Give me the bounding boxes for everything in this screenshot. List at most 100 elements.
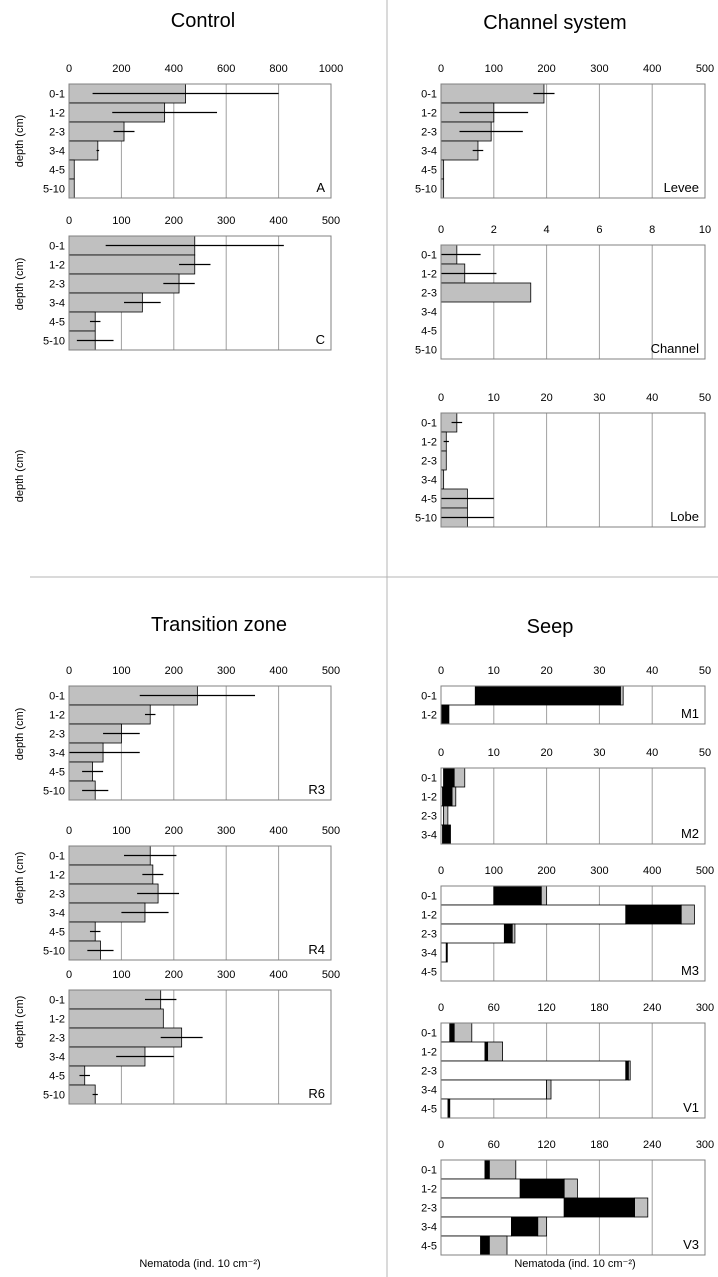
panel-r3: 0 100 200 300 400 500 0-1 1-2 2-3 3-4 4-5 5-10 R3 — [43, 665, 340, 801]
bar-v3-0-black — [484, 1159, 490, 1180]
bar-v1-0-white — [440, 1022, 451, 1043]
x-tick-label-m3-5: 500 — [696, 865, 714, 877]
x-tick-label-v1-1: 60 — [488, 1002, 500, 1014]
x-tick-label-m3-1: 100 — [485, 865, 503, 877]
y-tick-label-v1-1: 1-2 — [421, 1047, 437, 1059]
bar-v1-4-white — [440, 1098, 449, 1119]
bar-channel-2-grey — [440, 282, 532, 303]
x-tick-label-channel-3: 6 — [596, 224, 602, 236]
panel-c: 0 100 200 300 400 500 0-1 1-2 2-3 3-4 4-5 5-10 C — [43, 215, 340, 351]
x-tick-label-r4-0: 0 — [66, 825, 72, 837]
y-tick-label-v1-4: 4-5 — [421, 1104, 437, 1116]
x-tick-label-lobe-0: 0 — [438, 392, 444, 404]
plot-frame-m2 — [440, 767, 706, 845]
x-tick-label-v3-2: 120 — [537, 1139, 555, 1151]
x-tick-label-m2-0: 0 — [438, 747, 444, 759]
x-tick-label-channel-2: 4 — [544, 224, 550, 236]
x-tick-label-m2-3: 30 — [593, 747, 605, 759]
panel-r6: 0 100 200 300 400 500 0-1 1-2 2-3 3-4 4-5 5-10 R6 — [43, 969, 340, 1105]
x-tick-label-m1-1: 10 — [488, 665, 500, 677]
x-tick-label-a-0: 0 — [66, 63, 72, 75]
x-tick-label-lobe-2: 20 — [540, 392, 552, 404]
plot-frame-a — [68, 83, 332, 199]
bar-v3-2-white — [440, 1197, 565, 1218]
bar-r3-1-grey — [68, 704, 151, 725]
bar-v1-3-grey — [546, 1079, 552, 1100]
x-tick-label-v1-4: 240 — [643, 1002, 661, 1014]
bar-v3-1-white — [440, 1178, 521, 1199]
bar-v1-1-grey — [487, 1041, 504, 1062]
bar-v3-2-black — [563, 1197, 636, 1218]
x-tick-label-r3-5: 500 — [322, 665, 340, 677]
x-tick-label-r3-4: 400 — [269, 665, 287, 677]
x-tick-label-r3-0: 0 — [66, 665, 72, 677]
x-tick-label-lobe-3: 30 — [593, 392, 605, 404]
bar-v3-2-grey — [634, 1197, 649, 1218]
bar-r6-1-grey — [68, 1008, 164, 1029]
x-tick-label-r4-3: 300 — [217, 825, 235, 837]
x-tick-label-r3-3: 300 — [217, 665, 235, 677]
bar-v3-4-grey — [488, 1235, 508, 1256]
y-axis-label-r6: depth (cm) — [14, 996, 26, 1049]
x-axis-label-left: Nematoda (ind. 10 cm⁻²) — [139, 1258, 260, 1270]
y-tick-label-r6-4: 4-5 — [49, 1071, 65, 1083]
x-tick-label-levee-3: 300 — [590, 63, 608, 75]
panel-label-levee: Levee — [664, 180, 699, 195]
bar-v3-3-grey — [537, 1216, 547, 1237]
y-tick-label-r3-4: 4-5 — [49, 767, 65, 779]
x-tick-label-r4-5: 500 — [322, 825, 340, 837]
x-tick-label-lobe-5: 50 — [699, 392, 711, 404]
y-tick-label-channel-1: 1-2 — [421, 269, 437, 281]
title-control: Control — [171, 10, 235, 32]
title-channel-system: Channel system — [483, 12, 626, 34]
bar-m3-0-black — [493, 885, 542, 906]
x-tick-label-r6-0: 0 — [66, 969, 72, 981]
bar-v1-0-grey — [453, 1022, 473, 1043]
y-tick-label-r4-0: 0-1 — [49, 851, 65, 863]
y-tick-label-c-1: 1-2 — [49, 260, 65, 272]
panel-label-r4: R4 — [308, 942, 325, 957]
panel-label-lobe: Lobe — [670, 509, 699, 524]
y-tick-label-a-5: 5-10 — [43, 184, 65, 196]
y-axis-label-empty-slot: depth (cm) — [14, 450, 26, 503]
y-tick-label-v3-1: 1-2 — [421, 1184, 437, 1196]
plot-frame-v1 — [440, 1022, 706, 1119]
x-tick-label-m1-5: 50 — [699, 665, 711, 677]
bar-v1-3-white — [440, 1079, 547, 1100]
bar-a-4-grey — [68, 159, 75, 180]
x-tick-label-m1-4: 40 — [646, 665, 658, 677]
x-tick-label-r6-3: 300 — [217, 969, 235, 981]
panel-m2: 0 10 20 30 40 50 0-1 1-2 2-3 3-4 M2 — [421, 747, 711, 845]
y-tick-label-levee-5: 5-10 — [415, 184, 437, 196]
plot-frame-m1 — [440, 685, 706, 725]
y-tick-label-r3-3: 3-4 — [49, 748, 65, 760]
y-tick-label-c-3: 3-4 — [49, 298, 65, 310]
x-tick-label-m2-4: 40 — [646, 747, 658, 759]
y-tick-label-levee-3: 3-4 — [421, 146, 437, 158]
y-tick-label-lobe-1: 1-2 — [421, 437, 437, 449]
y-tick-label-lobe-0: 0-1 — [421, 418, 437, 430]
y-tick-label-r4-4: 4-5 — [49, 927, 65, 939]
x-tick-label-m3-2: 200 — [537, 865, 555, 877]
panel-m1: 0 10 20 30 40 50 0-1 1-2 M1 — [421, 665, 711, 725]
bar-lobe-2-grey — [440, 450, 447, 471]
x-tick-label-c-2: 200 — [165, 215, 183, 227]
x-tick-label-c-0: 0 — [66, 215, 72, 227]
y-tick-label-lobe-5: 5-10 — [415, 513, 437, 525]
y-axis-label-r4: depth (cm) — [14, 852, 26, 905]
y-tick-label-r6-1: 1-2 — [49, 1014, 65, 1026]
bar-m2-0-black — [443, 767, 455, 788]
y-tick-label-c-4: 4-5 — [49, 317, 65, 329]
bar-levee-0-grey — [440, 83, 545, 104]
x-tick-label-m2-2: 20 — [540, 747, 552, 759]
x-tick-label-lobe-1: 10 — [488, 392, 500, 404]
x-tick-label-c-5: 500 — [322, 215, 340, 227]
y-tick-label-r4-5: 5-10 — [43, 946, 65, 958]
bar-v3-1-black — [519, 1178, 565, 1199]
y-tick-label-r3-5: 5-10 — [43, 786, 65, 798]
bar-v1-4-black — [447, 1098, 451, 1119]
y-tick-label-a-3: 3-4 — [49, 146, 65, 158]
bar-v1-0-black — [449, 1022, 455, 1043]
bar-a-5-grey — [68, 178, 75, 199]
